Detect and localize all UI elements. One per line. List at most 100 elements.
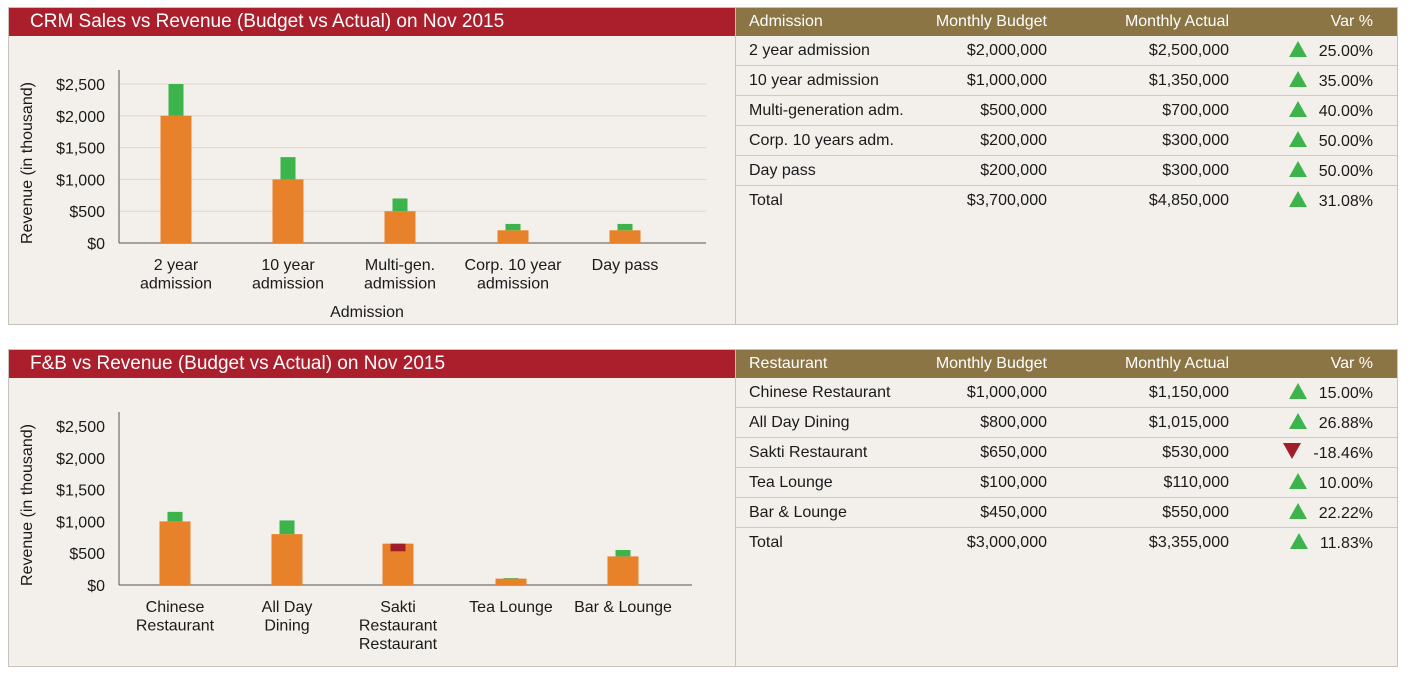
row-actual: $550,000 — [1047, 497, 1229, 528]
row-variance: 26.88% — [1229, 407, 1397, 438]
table-header-row: Admission Monthly Budget Monthly Actual … — [736, 8, 1397, 36]
x-axis-title: Admission — [330, 304, 404, 321]
triangle-up-icon — [1288, 40, 1307, 57]
row-var-value: 11.83% — [1319, 534, 1373, 552]
row-actual: $1,015,000 — [1047, 407, 1229, 438]
triangle-up-icon — [1288, 502, 1307, 519]
row-var-value: 25.00% — [1318, 42, 1373, 60]
y-tick-label: $0 — [87, 236, 105, 253]
row-var-value: -18.46% — [1313, 444, 1373, 462]
row-actual: $3,355,000 — [1148, 533, 1229, 551]
table-row: Bar & Lounge $450,000 $550,000 22.22% — [736, 497, 1397, 528]
table-total-row: Total $3,700,000 $4,850,000 31.08% — [736, 186, 1397, 216]
crm-bar-chart: $0 $500 $1,000 $1,500 $2,000 $2,500 Revenue (i… — [19, 70, 706, 321]
row-budget: $1,000,000 — [929, 378, 1047, 408]
table-row: Multi-generation adm. $500,000 $700,000 40.… — [736, 95, 1397, 126]
y-tick-label: $0 — [87, 578, 105, 595]
actual-over-marker — [167, 511, 183, 522]
row-actual: $2,500,000 — [1047, 36, 1229, 66]
triangle-up-icon — [1288, 412, 1307, 429]
row-name: Tea Lounge — [736, 467, 929, 498]
y-tick-label: $1,000 — [56, 514, 105, 531]
x-tick-label: Restaurant — [359, 618, 438, 635]
x-tick-label: 2 year — [154, 257, 199, 274]
y-axis-title: Revenue (in thousand) — [19, 424, 36, 586]
row-name: Sakti Restaurant — [736, 437, 929, 468]
row-var-value: 26.88% — [1318, 414, 1373, 432]
row-name: Chinese Restaurant — [736, 378, 929, 408]
row-variance: 35.00% — [1229, 65, 1397, 96]
y-tick-label: $1,000 — [56, 172, 105, 189]
row-variance: 31.08% — [1229, 186, 1397, 216]
x-tick-label: Chinese — [146, 599, 205, 616]
fnb-bar-chart: $0 $500 $1,000 $1,500 $2,000 $2,500 Revenue (i… — [19, 412, 692, 653]
row-budget: $1,000,000 — [929, 65, 1047, 96]
x-tick-label: admission — [252, 276, 324, 293]
row-actual: $300,000 — [1047, 155, 1229, 186]
x-tick-label: Restaurant — [136, 618, 215, 635]
row-variance: 15.00% — [1229, 378, 1397, 408]
y-tick-label: $1,500 — [56, 483, 105, 500]
row-var-value: 31.08% — [1318, 192, 1373, 210]
table-row: Sakti Restaurant $650,000 $530,000 -18.46% — [736, 437, 1397, 468]
row-name: Day pass — [736, 155, 929, 186]
table-row: 2 year admission $2,000,000 $2,500,000 25.0… — [736, 36, 1397, 66]
row-actual: $1,350,000 — [1047, 65, 1229, 96]
row-name: Total — [749, 191, 783, 209]
row-budget: $450,000 — [929, 497, 1047, 528]
row-name: Bar & Lounge — [736, 497, 929, 528]
row-name: Corp. 10 years adm. — [736, 125, 929, 156]
col-header-actual: Monthly Actual — [1124, 13, 1229, 30]
fnb-table: Restaurant Monthly Budget Monthly Actual… — [736, 350, 1397, 557]
row-var-value: 50.00% — [1318, 162, 1373, 180]
row-variance: 11.83% — [1229, 528, 1397, 558]
x-tick-label: Multi-gen. — [365, 257, 435, 274]
crm-chart-title: CRM Sales vs Revenue (Budget vs Actual) … — [9, 8, 735, 36]
panel-divider — [735, 350, 736, 666]
x-tick-label: Dining — [264, 618, 309, 635]
budget-bar — [271, 534, 303, 585]
row-budget: $100,000 — [929, 467, 1047, 498]
row-budget: $650,000 — [929, 437, 1047, 468]
table-row: Chinese Restaurant $1,000,000 $1,150,000 15… — [736, 378, 1397, 408]
triangle-up-icon — [1288, 472, 1307, 489]
x-tick-label: Corp. 10 year — [465, 257, 563, 274]
row-actual: $110,000 — [1047, 467, 1229, 498]
row-variance: 40.00% — [1229, 95, 1397, 126]
col-header-actual: Monthly Actual — [1124, 355, 1229, 372]
row-budget: $800,000 — [929, 407, 1047, 438]
budget-bar — [495, 578, 527, 585]
x-tick-label: admission — [364, 276, 436, 293]
budget-bar — [159, 521, 191, 585]
y-tick-label: $500 — [69, 546, 105, 563]
row-var-value: 22.22% — [1318, 504, 1373, 522]
row-name: Total — [749, 533, 783, 551]
actual-over-marker — [615, 550, 631, 557]
row-var-value: 15.00% — [1318, 384, 1373, 402]
crm-table: Admission Monthly Budget Monthly Actual … — [736, 8, 1397, 215]
budget-bar — [384, 211, 416, 243]
fnb-chart-title: F&B vs Revenue (Budget vs Actual) on Nov… — [9, 350, 735, 378]
x-tick-label: Day pass — [592, 257, 659, 274]
x-tick-label: All Day — [262, 599, 313, 616]
y-tick-label: $2,000 — [56, 109, 105, 126]
row-var-value: 10.00% — [1318, 474, 1373, 492]
panel-divider — [735, 8, 736, 324]
y-tick-label: $500 — [69, 204, 105, 221]
budget-bar — [272, 179, 304, 243]
budget-bar — [497, 230, 529, 243]
row-name: All Day Dining — [736, 407, 929, 438]
row-budget: $3,000,000 — [966, 533, 1047, 551]
actual-over-marker — [503, 578, 519, 579]
table-total-row: Total $3,000,000 $3,355,000 11.83% — [736, 528, 1397, 558]
row-actual: $300,000 — [1047, 125, 1229, 156]
triangle-up-icon — [1288, 100, 1307, 117]
col-header-restaurant: Restaurant — [749, 355, 828, 372]
row-variance: 50.00% — [1229, 125, 1397, 156]
row-variance: 10.00% — [1229, 467, 1397, 498]
col-header-admission: Admission — [749, 13, 823, 30]
x-tick-label: Bar & Lounge — [574, 599, 672, 616]
actual-over-marker — [505, 223, 521, 231]
y-tick-label: $1,500 — [56, 141, 105, 158]
table-header-row: Restaurant Monthly Budget Monthly Actual… — [736, 350, 1397, 378]
